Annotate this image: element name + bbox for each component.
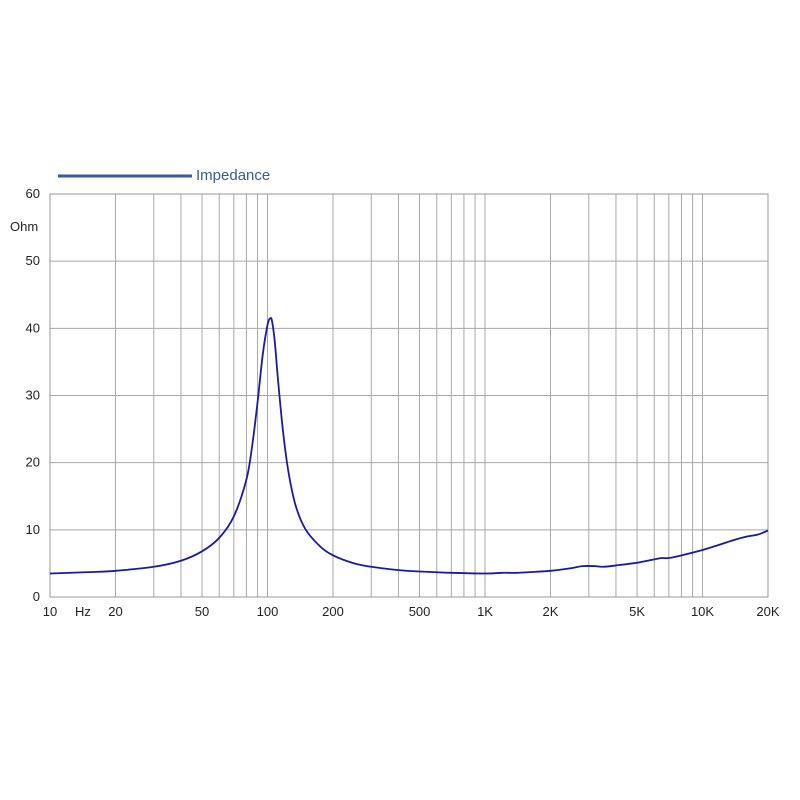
x-tick-labels: 10 20 50 100 200 500 1K 2K 5K 10K 20K <box>43 604 780 619</box>
y-tick-label: 10 <box>26 522 40 537</box>
series-line-impedance <box>49 317 769 575</box>
y-tick-label: 60 <box>26 186 40 201</box>
x-tick-label: 2K <box>543 604 559 619</box>
y-tick-labels: 0 10 20 30 40 50 60 <box>26 186 40 604</box>
x-tick-label: 1K <box>477 604 493 619</box>
x-tick-label: 100 <box>257 604 279 619</box>
y-unit-label: Ohm <box>10 219 38 234</box>
series-layer <box>49 317 769 575</box>
y-tick-label: 40 <box>26 320 40 335</box>
x-tick-label: 10 <box>43 604 57 619</box>
x-tick-label: 20 <box>108 604 122 619</box>
grid <box>49 193 769 598</box>
x-tick-label: 5K <box>629 604 645 619</box>
y-tick-label: 20 <box>26 455 40 470</box>
y-tick-label: 0 <box>33 589 40 604</box>
x-tick-label: 20K <box>756 604 779 619</box>
x-tick-label: 500 <box>409 604 431 619</box>
y-tick-label: 50 <box>26 253 40 268</box>
plot-frame <box>49 193 769 598</box>
legend-label-impedance: Impedance <box>196 167 270 184</box>
x-unit-label: Hz <box>75 604 91 619</box>
y-tick-label: 30 <box>26 388 40 403</box>
x-tick-label: 10K <box>691 604 714 619</box>
legend: Impedance <box>58 167 270 184</box>
x-tick-label: 50 <box>195 604 209 619</box>
x-tick-label: 200 <box>322 604 344 619</box>
